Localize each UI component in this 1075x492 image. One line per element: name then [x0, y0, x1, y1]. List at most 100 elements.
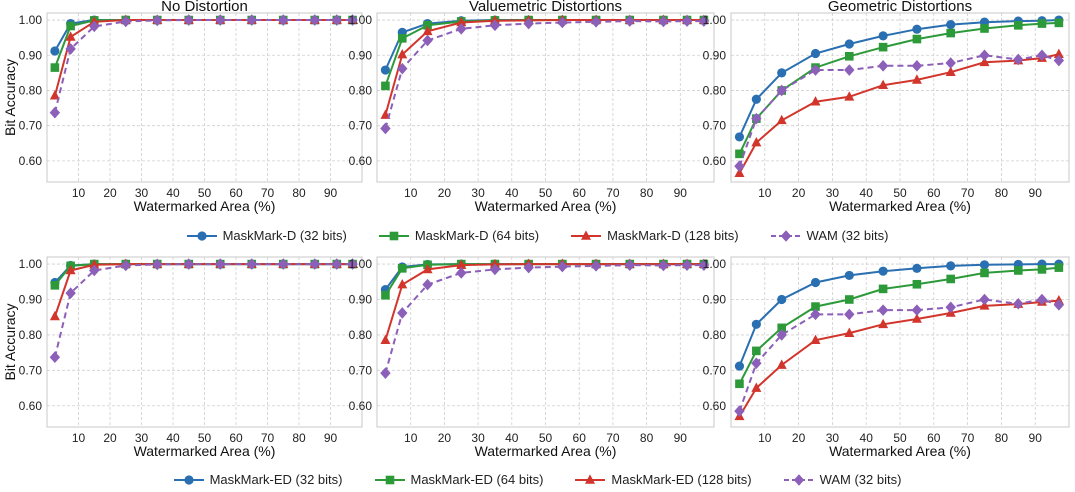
data-point — [911, 74, 922, 84]
x-tick-label: 60 — [927, 186, 941, 200]
data-point — [331, 14, 342, 26]
data-point — [980, 268, 989, 278]
data-point — [590, 16, 602, 28]
x-tick-label: 40 — [166, 431, 180, 445]
data-point — [1036, 293, 1048, 306]
data-point — [751, 94, 761, 104]
subplot-title: Geometric Distortions — [828, 0, 972, 15]
data-point — [979, 49, 990, 62]
data-point — [120, 15, 131, 28]
data-point — [845, 52, 854, 61]
data-point — [89, 264, 100, 277]
legend-bottom: MaskMark-ED (32 bits) MaskMark-ED (64 bit… — [0, 472, 1075, 487]
legend-marker — [196, 230, 207, 241]
y-tick-label: 0.80 — [703, 83, 727, 97]
data-point — [347, 258, 358, 270]
x-tick-label: 20 — [438, 186, 452, 200]
data-point — [397, 34, 407, 43]
x-tick-label: 60 — [573, 431, 587, 445]
data-point — [489, 263, 501, 276]
data-point — [624, 15, 635, 27]
data-point — [65, 287, 76, 299]
data-point — [776, 84, 787, 97]
plot-frame — [46, 12, 363, 183]
series-4 — [734, 49, 1065, 172]
data-point — [844, 39, 854, 49]
data-point — [381, 81, 390, 91]
data-point — [912, 24, 922, 34]
y-tick-label: 0.80 — [703, 328, 727, 342]
series-line — [54, 263, 353, 286]
data-point — [810, 334, 821, 345]
x-tick-label: 40 — [860, 186, 874, 200]
y-tick-label: 0.60 — [19, 154, 43, 168]
x-tick-label: 90 — [1029, 186, 1043, 200]
legend-item: WAM (32 bits) — [770, 228, 888, 243]
x-axis-label: Watermarked Area (%) — [475, 443, 617, 459]
series-line — [738, 54, 1060, 167]
data-point — [878, 42, 888, 52]
subplot-title: Valuemetric Distortions — [469, 0, 622, 15]
data-point — [456, 23, 467, 35]
legend-item: WAM (32 bits) — [783, 472, 901, 487]
subplot-3: 10 20 30 40 50 60 70 80 90 0.60 0.70 0.80 0.90 1.00 Ge… — [703, 0, 1070, 214]
x-tick-label: 30 — [471, 186, 485, 200]
data-point — [945, 301, 956, 314]
data-point — [422, 34, 433, 47]
data-point — [309, 14, 320, 26]
legend-swatch — [575, 473, 606, 484]
x-tick-label: 30 — [135, 186, 149, 200]
data-point — [50, 281, 60, 290]
data-point — [183, 14, 194, 26]
series-line — [738, 298, 1060, 412]
data-point — [912, 34, 922, 44]
x-tick-label: 40 — [505, 186, 519, 200]
data-point — [152, 258, 163, 271]
data-point — [734, 167, 745, 177]
series-line — [53, 19, 353, 68]
x-tick-label: 10 — [404, 431, 418, 445]
y-tick-label: 0.80 — [349, 328, 373, 342]
x-tick-label: 40 — [505, 431, 519, 445]
legend-label: MaskMark-D (32 bits) — [222, 228, 347, 243]
data-point — [557, 260, 568, 273]
x-tick-label: 20 — [103, 186, 117, 200]
data-point — [1037, 19, 1047, 28]
data-point — [911, 304, 923, 316]
data-point — [979, 260, 990, 270]
x-tick-label: 20 — [438, 431, 452, 445]
subplot-title: No Distortion — [161, 0, 248, 15]
data-point — [734, 361, 745, 371]
data-point — [1037, 265, 1047, 274]
data-point — [751, 382, 762, 392]
data-point — [590, 260, 602, 272]
series-3 — [380, 258, 709, 345]
x-tick-label: 80 — [292, 431, 306, 445]
data-point — [681, 259, 693, 271]
x-tick-label: 70 — [606, 431, 620, 445]
x-tick-label: 30 — [471, 431, 485, 445]
x-tick-label: 90 — [324, 186, 338, 200]
data-point — [698, 259, 710, 271]
x-tick-label: 70 — [961, 186, 975, 200]
y-tick-label: 0.70 — [703, 363, 727, 377]
data-point — [397, 279, 408, 289]
series-4 — [49, 258, 358, 364]
data-point — [844, 270, 854, 281]
x-tick-label: 90 — [1029, 431, 1043, 445]
data-point — [979, 56, 990, 67]
y-tick-label: 1.00 — [349, 13, 373, 27]
subplot-1: 10 20 30 40 50 60 70 80 90 0.60 0.70 0.80 0.90 1.00 No… — [2, 0, 363, 214]
y-tick-label: 0.80 — [19, 328, 43, 342]
data-point — [397, 307, 408, 319]
data-point — [877, 60, 889, 72]
x-axis-label: Watermarked Area (%) — [829, 198, 971, 214]
data-point — [65, 31, 76, 41]
data-point — [810, 308, 821, 321]
data-point — [397, 264, 407, 273]
series-4 — [49, 14, 358, 119]
data-point — [215, 258, 226, 270]
data-point — [183, 258, 194, 270]
data-point — [810, 64, 821, 76]
series-1 — [734, 259, 1064, 371]
